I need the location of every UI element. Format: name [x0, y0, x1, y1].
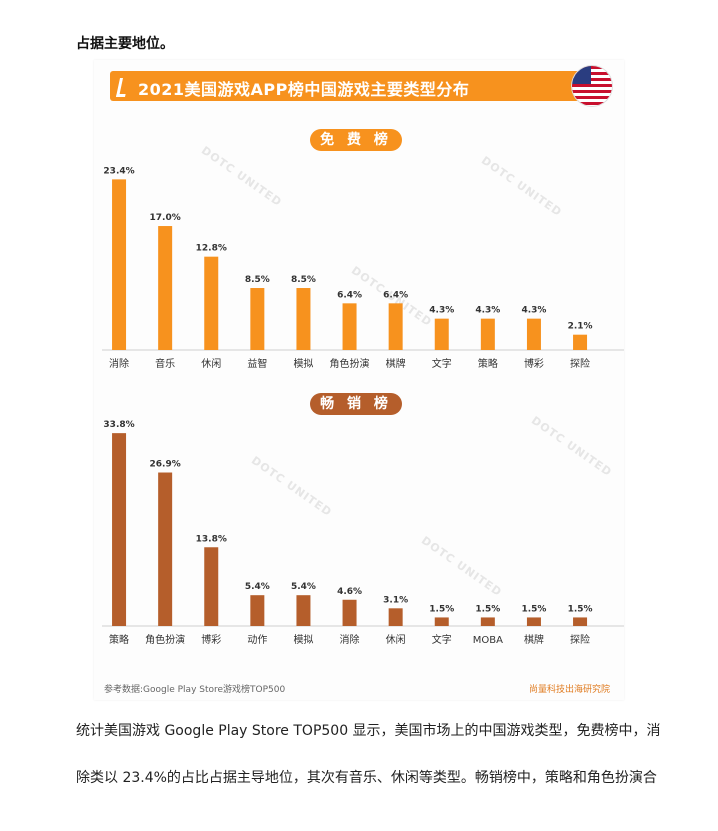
category-label: 博彩 — [524, 357, 544, 370]
bar — [112, 179, 127, 350]
flag-canton — [572, 66, 591, 84]
bar — [296, 288, 311, 350]
banner-chevron-icon — [115, 78, 130, 97]
bar — [204, 256, 219, 350]
category-label: 角色扮演 — [330, 357, 370, 370]
data-label: 4.3% — [521, 306, 546, 316]
us-flag-icon — [572, 66, 612, 106]
data-label: 5.4% — [291, 582, 316, 592]
category-label: 模拟 — [293, 633, 313, 646]
data-label: 4.3% — [475, 306, 500, 316]
data-label: 8.5% — [291, 275, 316, 285]
data-label: 6.4% — [337, 290, 362, 300]
bar — [204, 547, 219, 626]
category-label: 模拟 — [293, 357, 313, 370]
data-label: 3.1% — [383, 595, 408, 605]
bar — [158, 472, 173, 626]
data-label: 6.4% — [383, 290, 408, 300]
category-label: 探险 — [570, 633, 590, 646]
data-label: 8.5% — [245, 275, 270, 285]
bar — [434, 318, 449, 350]
data-label: 2.1% — [568, 322, 593, 332]
bar — [250, 595, 265, 626]
bar — [434, 617, 449, 626]
data-label: 1.5% — [475, 604, 500, 614]
category-label: MOBA — [473, 635, 503, 646]
bar — [342, 303, 357, 350]
bar — [296, 595, 311, 626]
data-label: 4.6% — [337, 587, 362, 597]
title-banner: 2021美国游戏APP榜中国游戏主要类型分布 — [110, 71, 596, 101]
category-label: 动作 — [247, 634, 267, 646]
sales-chart-title: 畅 销 榜 — [310, 393, 402, 415]
data-label: 13.8% — [196, 534, 227, 544]
free-chart: 23.4% 消除 17.0% 音乐 12.8% 休闲 8.5% 益智 8.5% 模拟 6.4% 角色扮… — [102, 166, 624, 370]
category-label: 博彩 — [201, 633, 221, 646]
category-label: 策略 — [109, 633, 129, 646]
data-label: 1.5% — [568, 604, 593, 614]
category-label: 休闲 — [201, 357, 221, 370]
bar — [388, 608, 403, 626]
category-label: 策略 — [478, 357, 498, 370]
free-chart-title: 免 费 榜 — [310, 129, 402, 151]
banner-title: 2021美国游戏APP榜中国游戏主要类型分布 — [138, 80, 470, 99]
sales-chart: 33.8% 策略 26.9% 角色扮演 13.8% 博彩 5.4% 动作 5.4% 模拟 4.6% 消… — [102, 420, 624, 646]
data-label: 12.8% — [196, 244, 227, 254]
category-label: 角色扮演 — [145, 633, 185, 646]
bar — [526, 617, 541, 626]
bar — [526, 318, 541, 350]
data-label: 33.8% — [103, 420, 134, 430]
category-label: 探险 — [570, 357, 590, 370]
data-label: 1.5% — [429, 604, 454, 614]
category-label: 消除 — [340, 633, 360, 646]
category-label: 文字 — [432, 357, 452, 370]
bar — [480, 318, 495, 350]
bar — [342, 599, 357, 626]
top-text: 占据主要地位。 — [76, 36, 174, 52]
bar — [158, 226, 173, 350]
bar — [573, 617, 588, 626]
source-note: 参考数据:Google Play Store游戏榜TOP500 — [104, 685, 286, 695]
bar — [112, 433, 127, 626]
data-label: 5.4% — [245, 582, 270, 592]
data-label: 17.0% — [150, 213, 181, 223]
category-label: 棋牌 — [386, 357, 406, 370]
data-label: 1.5% — [521, 604, 546, 614]
bar — [480, 617, 495, 626]
category-label: 棋牌 — [524, 633, 544, 646]
data-label: 26.9% — [150, 460, 181, 470]
category-label: 消除 — [109, 357, 129, 370]
data-label: 4.3% — [429, 306, 454, 316]
bar — [250, 288, 265, 350]
infographic-card: 2021美国游戏APP榜中国游戏主要类型分布 DOTC UNITED DOTC … — [94, 60, 624, 700]
brand-note: 尚量科技出海研究院 — [528, 685, 610, 695]
paragraph-line-1: 统计美国游戏 Google Play Store TOP500 显示，美国市场上… — [76, 723, 661, 739]
paragraph-line-2: 除类以 23.4%的占比占据主导地位，其次有音乐、休闲等类型。畅销榜中，策略和角… — [76, 770, 657, 786]
data-label: 23.4% — [103, 166, 134, 176]
bar — [573, 334, 588, 350]
category-label: 音乐 — [155, 357, 175, 370]
category-label: 益智 — [247, 357, 267, 370]
category-label: 文字 — [432, 633, 452, 646]
category-label: 休闲 — [386, 633, 406, 646]
bar — [388, 303, 403, 350]
